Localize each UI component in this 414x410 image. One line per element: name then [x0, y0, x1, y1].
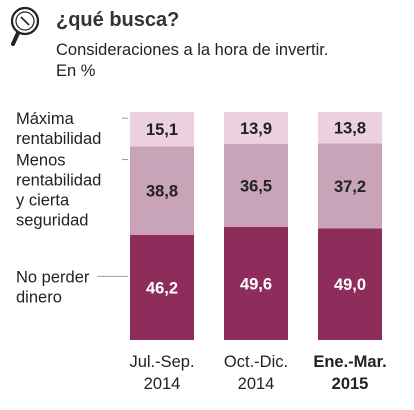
bar-segment: [224, 112, 288, 144]
bar-segment: [318, 143, 382, 229]
bar-segment: [224, 226, 288, 340]
series-label: No perder: [16, 268, 90, 286]
bar-segment: [130, 146, 194, 235]
series-label: rentabilidad: [16, 172, 101, 190]
series-label: Máxima: [16, 110, 75, 128]
data-label: 49,0: [334, 276, 366, 294]
bar-segment: [318, 112, 382, 144]
data-label: 38,8: [146, 183, 178, 201]
data-label: 46,2: [146, 279, 178, 297]
x-tick-label: 2015: [332, 375, 369, 393]
x-tick-label: Oct.-Dic.: [224, 353, 288, 371]
series-label: seguridad: [16, 212, 88, 230]
data-label: 36,5: [240, 177, 272, 195]
x-tick-label: Ene.-Mar.: [313, 353, 386, 371]
x-tick-label: 2014: [144, 375, 181, 393]
subtitle-line-2: En %: [56, 62, 96, 80]
data-label: 37,2: [334, 178, 366, 196]
bar-segment: [224, 143, 288, 227]
series-label: y cierta: [16, 192, 70, 210]
series-label: Menos: [16, 152, 66, 170]
bar-segment: [130, 234, 194, 340]
data-label: 13,8: [334, 120, 366, 138]
data-label: 13,9: [240, 120, 272, 138]
bar-segment: [130, 112, 194, 147]
data-label: 15,1: [146, 121, 178, 139]
magnifier-icon: [10, 6, 40, 46]
series-label: dinero: [16, 288, 62, 306]
x-tick-label: Jul.-Sep.: [129, 353, 194, 371]
series-label: rentabilidad: [16, 130, 101, 148]
bar-segment: [318, 228, 382, 340]
subtitle-line-1: Consideraciones a la hora de invertir.: [56, 41, 329, 59]
chart-title: ¿qué busca?: [56, 9, 180, 31]
chart-subtitle: Consideraciones a la hora de invertir. E…: [56, 40, 328, 82]
data-label: 49,6: [240, 275, 272, 293]
x-tick-label: 2014: [238, 375, 275, 393]
